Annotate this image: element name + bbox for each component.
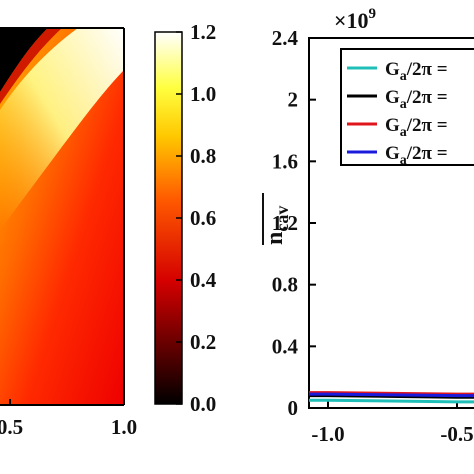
line-series-3	[309, 391, 474, 396]
colorbar-tick-label: 1.0	[190, 82, 216, 106]
y-axis-label-text: ncav	[262, 206, 292, 245]
legend-label: Ga/2π =	[385, 115, 448, 140]
legend-label-symbol: G	[385, 87, 400, 108]
line-series-4	[309, 392, 474, 398]
legend-label: Ga/2π =	[385, 59, 448, 84]
legend-entries: Ga/2π =Ga/2π =Ga/2π =Ga/2π =	[347, 59, 448, 168]
y-multiplier-exp: 9	[369, 6, 377, 22]
line-ytick-label: 1.2	[272, 211, 298, 235]
line-xtick-label: -1.0	[311, 422, 344, 446]
heatmap-xtick-label: 1.0	[111, 415, 137, 439]
legend-label-rest: /2π =	[406, 87, 448, 108]
line-panel: 00.40.81.21.622.4 -1.0 -0.5 ×109 ncav Ga/…	[262, 6, 474, 446]
colorbar-ticks: 1.2 1.0 0.8 0.6 0.4 0.2 0.0	[176, 20, 217, 416]
y-axis-label: ncav	[262, 193, 292, 245]
legend-label: Ga/2π =	[385, 143, 448, 168]
line-series-1	[309, 398, 474, 404]
legend-label-sub: a	[400, 69, 407, 84]
colorbar-tick-label: 0.8	[190, 144, 216, 168]
legend-label-rest: /2π =	[406, 59, 448, 80]
colorbar-tick-label: 0.6	[190, 206, 216, 230]
line-ytick-label: 1.6	[272, 149, 298, 173]
y-multiplier-base: ×10	[334, 8, 369, 33]
legend: Ga/2π =Ga/2π =Ga/2π =Ga/2π =	[340, 48, 474, 168]
colorbar-tick-label: 0.2	[190, 330, 216, 354]
line-ytick-label: 0	[288, 396, 299, 420]
heatmap-dark-region	[0, 28, 48, 92]
line-series-2	[309, 394, 474, 399]
line-xtick-label: -0.5	[440, 422, 473, 446]
legend-label-rest: /2π =	[406, 143, 448, 164]
line-ytick-label: 0.8	[272, 273, 298, 297]
legend-label-rest: /2π =	[406, 115, 448, 136]
line-ytick-label: 0.4	[272, 334, 299, 358]
colorbar-tick-label: 0.4	[190, 268, 217, 292]
legend-label: Ga/2π =	[385, 87, 448, 112]
legend-label-sub: a	[400, 153, 407, 168]
line-xticks: -1.0 -0.5	[311, 401, 474, 446]
legend-label-symbol: G	[385, 59, 400, 80]
y-multiplier: ×109	[334, 6, 376, 33]
heatmap-xtick-label: 0.5	[0, 415, 23, 439]
legend-label-symbol: G	[385, 143, 400, 164]
heatmap-xticks: 0.5 1.0	[0, 399, 137, 439]
colorbar-tick-label: 1.2	[190, 20, 216, 44]
legend-label-symbol: G	[385, 115, 400, 136]
y-axis-label-sub: cav	[272, 206, 292, 232]
y-axis-label-main: n	[262, 232, 288, 245]
line-ytick-label: 2	[288, 88, 299, 112]
colorbar: 1.2 1.0 0.8 0.6 0.4 0.2 0.0	[154, 20, 217, 416]
heatmap-bright-ridge	[0, 28, 124, 230]
line-series	[309, 391, 474, 404]
line-yticks: 0 0.4 0.8 1.2 1.6 2 2.4	[272, 26, 316, 420]
line-ytick-label: 2.4	[272, 26, 299, 50]
legend-label-sub: a	[400, 125, 407, 140]
legend-label-sub: a	[400, 97, 407, 112]
heatmap-panel: 0.5 1.0	[0, 27, 137, 439]
colorbar-tick-label: 0.0	[190, 392, 216, 416]
